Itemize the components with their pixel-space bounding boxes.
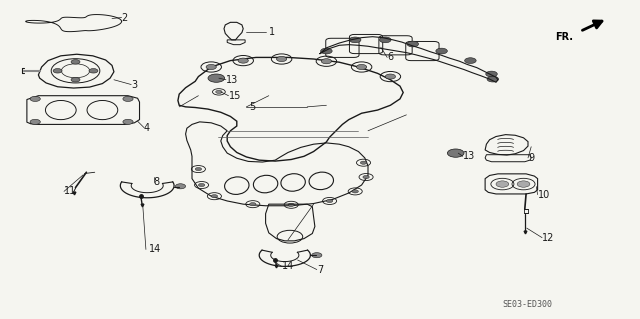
Text: FR.: FR. [555, 32, 573, 42]
Circle shape [198, 183, 205, 187]
Circle shape [250, 203, 256, 206]
Circle shape [465, 58, 476, 63]
Text: 13: 13 [226, 75, 238, 85]
Circle shape [238, 58, 248, 63]
Circle shape [53, 69, 62, 73]
Text: 8: 8 [154, 177, 160, 187]
Circle shape [89, 69, 98, 73]
Text: 2: 2 [122, 12, 128, 23]
Circle shape [352, 190, 358, 193]
Text: 6: 6 [387, 52, 394, 63]
Text: 14: 14 [282, 261, 294, 271]
Circle shape [288, 203, 294, 206]
Circle shape [211, 195, 218, 198]
Circle shape [208, 74, 225, 82]
Circle shape [206, 64, 216, 70]
Text: 9: 9 [528, 153, 534, 163]
Circle shape [30, 96, 40, 101]
Text: 7: 7 [317, 264, 323, 275]
Text: 12: 12 [542, 233, 554, 243]
Circle shape [321, 48, 332, 54]
Circle shape [71, 78, 80, 82]
Circle shape [123, 119, 133, 124]
Circle shape [487, 76, 499, 82]
Circle shape [385, 74, 396, 79]
Text: SE03-ED300: SE03-ED300 [502, 300, 552, 309]
Circle shape [276, 56, 287, 62]
Circle shape [195, 167, 202, 171]
Circle shape [321, 59, 332, 64]
Text: 10: 10 [538, 189, 550, 200]
Circle shape [407, 41, 419, 47]
Text: 13: 13 [463, 151, 475, 161]
Circle shape [30, 119, 40, 124]
Circle shape [71, 60, 80, 64]
Text: 4: 4 [144, 122, 150, 133]
Circle shape [349, 37, 361, 43]
Circle shape [486, 71, 497, 77]
Circle shape [496, 181, 509, 187]
Text: 3: 3 [131, 79, 138, 90]
Text: 11: 11 [64, 186, 76, 197]
Circle shape [360, 161, 367, 164]
Text: 1: 1 [269, 27, 275, 37]
Text: 5: 5 [250, 102, 256, 112]
Circle shape [356, 64, 367, 70]
Circle shape [312, 253, 322, 258]
Text: 15: 15 [228, 91, 241, 101]
Circle shape [175, 184, 186, 189]
Circle shape [216, 90, 222, 93]
Circle shape [380, 37, 391, 43]
Circle shape [123, 96, 133, 101]
Circle shape [326, 199, 333, 203]
Circle shape [447, 149, 464, 157]
Text: 14: 14 [149, 244, 161, 255]
Circle shape [363, 175, 369, 179]
Circle shape [436, 48, 447, 54]
Circle shape [517, 181, 530, 187]
